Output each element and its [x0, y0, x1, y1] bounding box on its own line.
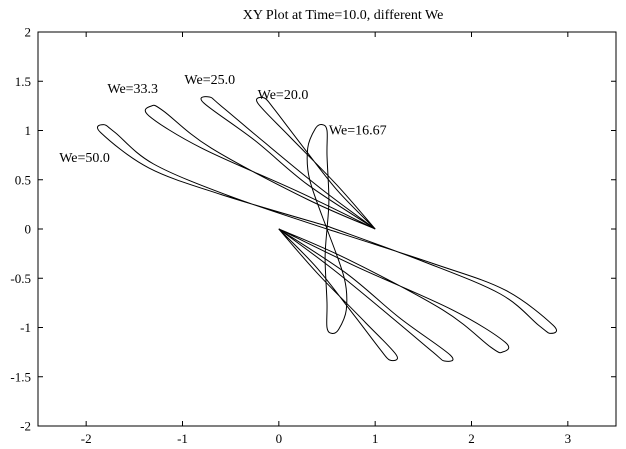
series-we-50-0-lower-lobe [327, 226, 557, 333]
series-labels: We=50.0 We=33.3 We=25.0 We=20.0 We=16.67 [59, 73, 386, 166]
series-curves [97, 97, 556, 362]
series-we-25-0-upper-lobe [201, 97, 375, 229]
y-tick-label: 0 [25, 222, 32, 237]
y-tick-label: -1 [20, 320, 31, 335]
x-tick-label: -2 [81, 431, 92, 446]
chart-title: XY Plot at Time=10.0, different We [243, 8, 444, 23]
series-we-33-3-lower-lobe [279, 229, 509, 353]
x-tick-label: 0 [276, 431, 283, 446]
x-tick-label: 3 [565, 431, 572, 446]
x-tick-label: 1 [372, 431, 379, 446]
y-tick-label: 1.5 [15, 74, 31, 89]
x-tick-label: 2 [468, 431, 475, 446]
y-tick-label: 0.5 [15, 172, 31, 187]
series-label: We=16.67 [329, 123, 387, 138]
y-tick-label: -2 [20, 419, 31, 434]
axis-ticks: -2 -1 0 1 2 3 2 1.5 1 0.5 0 -0.5 -1 -1.5 -2 [10, 25, 616, 447]
series-label: We=33.3 [107, 82, 158, 97]
y-tick-label: -1.5 [10, 369, 31, 384]
series-label: We=20.0 [258, 88, 309, 103]
series-we-20-0-upper-lobe [257, 97, 376, 229]
series-label: We=25.0 [184, 73, 235, 88]
y-tick-label: 1 [25, 123, 32, 138]
x-tick-label: -1 [177, 431, 188, 446]
series-we-20-0-lower-lobe [279, 229, 398, 361]
y-tick-label: 2 [25, 25, 32, 40]
series-we-25-0-lower-lobe [279, 229, 453, 361]
series-label: We=50.0 [59, 151, 110, 166]
y-tick-label: -0.5 [10, 271, 31, 286]
